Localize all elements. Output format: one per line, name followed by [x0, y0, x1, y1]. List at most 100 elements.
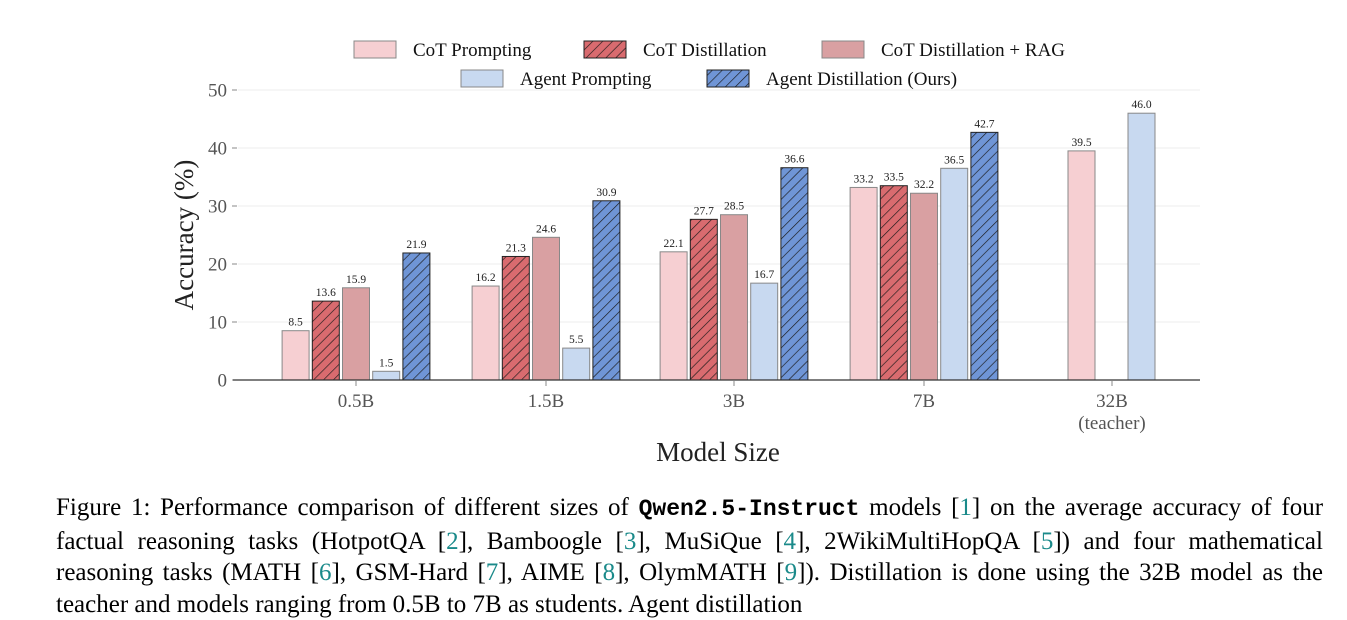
- data-label: 8.5: [288, 317, 303, 329]
- x-tick-label: 3B: [723, 391, 745, 412]
- data-label: 27.7: [694, 205, 714, 217]
- y-tick-label: 50: [208, 81, 227, 102]
- citation-link[interactable]: 1: [959, 494, 972, 521]
- bar-cot-distillation-rag: [910, 192, 938, 381]
- data-label: 13.6: [316, 287, 336, 299]
- citation-link[interactable]: 5: [1040, 527, 1054, 555]
- legend-item: Agent Distillation (Ours): [706, 69, 957, 90]
- data-label: 15.9: [346, 274, 366, 286]
- data-label: 24.6: [536, 223, 556, 235]
- bar-agent-prompting: [372, 370, 401, 381]
- caption-text: ], AIME [: [498, 559, 603, 586]
- x-axis-title: Model Size: [656, 437, 780, 467]
- legend-label: Agent Distillation (Ours): [766, 69, 957, 90]
- x-axis: 0.5B 1.5B 3B 7B 32B(teacher): [233, 379, 1200, 434]
- caption-text: ]). Distillation is done using the 32B m…: [56, 559, 1323, 618]
- data-label: 5.5: [569, 334, 584, 346]
- data-label: 33.5: [884, 172, 904, 184]
- bar-cot-prompting: [1067, 150, 1096, 381]
- legend: CoT Prompting CoT Distillation CoT Distill…: [353, 40, 1065, 90]
- bar-hatch: [880, 185, 908, 380]
- bar-cot-distillation-rag: [532, 236, 560, 381]
- legend-item: CoT Prompting: [353, 40, 532, 61]
- y-axis-title: Accuracy (%): [169, 160, 199, 311]
- bar-cot-distillation-rag: [720, 214, 748, 381]
- data-label: 21.3: [506, 242, 526, 254]
- caption-text: models [: [859, 494, 960, 521]
- legend-item: CoT Distillation: [583, 40, 767, 61]
- data-label: 22.1: [664, 238, 684, 250]
- x-tick-label: 7B: [913, 391, 935, 412]
- legend-item: CoT Distillation + RAG: [821, 40, 1065, 61]
- y-tick-label: 40: [208, 139, 227, 160]
- caption-text: ] on the average accuracy of four factua…: [56, 494, 1324, 555]
- y-tick-label: 10: [208, 313, 227, 334]
- legend-swatch: [353, 40, 397, 59]
- x-tick-label: 0.5B: [338, 391, 374, 412]
- data-label: 16.7: [754, 269, 774, 281]
- data-label: 46.0: [1131, 99, 1151, 111]
- bar-cot-distillation-rag: [342, 287, 370, 381]
- citation-link[interactable]: 2: [446, 527, 459, 555]
- bar-hatch: [402, 252, 430, 380]
- bar-hatch: [780, 167, 808, 380]
- legend-swatch: [460, 69, 504, 88]
- y-axis: 0 10 20 30 40 50: [208, 81, 237, 392]
- legend-label: CoT Distillation: [643, 40, 767, 61]
- bar-hatch: [502, 256, 530, 380]
- bar-cot-prompting: [281, 330, 310, 381]
- data-label: 36.6: [784, 154, 804, 166]
- citation-link[interactable]: 6: [319, 559, 332, 586]
- bar-hatch: [592, 200, 620, 380]
- legend-item: Agent Prompting: [460, 69, 652, 90]
- legend-swatch-hatch: [707, 70, 749, 87]
- data-label: 32.2: [914, 179, 934, 191]
- caption-text: ], 2WikiMultiHopQA [: [796, 527, 1041, 555]
- bar-hatch: [690, 219, 718, 380]
- bar-cot-prompting: [471, 285, 500, 381]
- data-label: 36.5: [944, 154, 964, 166]
- y-tick-label: 0: [218, 371, 228, 392]
- legend-label: Agent Prompting: [520, 69, 652, 90]
- citation-link[interactable]: 3: [623, 527, 637, 555]
- caption-model-name: Qwen2.5-Instruct: [638, 496, 860, 522]
- data-label: 16.2: [476, 272, 496, 284]
- bar-cot-prompting: [849, 186, 878, 381]
- bar-hatch: [970, 132, 998, 380]
- x-tick-label: 32B: [1096, 391, 1128, 412]
- legend-swatch-hatch: [584, 41, 626, 58]
- bar-chart: 0 10 20 30 40 50 8.5 16.2 22.1 33.2 39.5 13.6 21.3 2…: [169, 40, 1200, 467]
- data-label: 21.9: [406, 239, 426, 251]
- bar-hatch: [312, 301, 340, 380]
- legend-swatch: [821, 40, 865, 59]
- y-tick-label: 20: [208, 255, 227, 276]
- caption-text: ], MuSiQue [: [636, 527, 784, 555]
- caption-text: Figure 1: Performance comparison of diff…: [56, 494, 639, 521]
- citation-link[interactable]: 4: [783, 527, 797, 555]
- bar-agent-prompting: [750, 282, 779, 381]
- bars: [281, 112, 1156, 381]
- x-tick-sublabel: (teacher): [1078, 413, 1146, 434]
- legend-label: CoT Distillation + RAG: [881, 40, 1065, 61]
- caption-text: ], Bamboogle [: [458, 527, 624, 555]
- bar-cot-prompting: [659, 251, 688, 381]
- caption-text: ], GSM-Hard [: [331, 559, 486, 586]
- citation-link[interactable]: 8: [602, 559, 616, 586]
- y-tick-label: 30: [208, 197, 227, 218]
- bar-agent-prompting: [1127, 112, 1156, 381]
- data-label: 33.2: [854, 173, 874, 185]
- bar-agent-prompting: [562, 347, 591, 381]
- caption-text: ]) and four mathematical reasoning tasks…: [56, 527, 1323, 587]
- value-labels: 8.5 16.2 22.1 33.2 39.5 13.6 21.3 27.7 33.5 15.9 2…: [288, 99, 1151, 369]
- data-label: 28.5: [724, 201, 744, 213]
- bar-agent-prompting: [940, 167, 969, 381]
- data-label: 30.9: [596, 187, 616, 199]
- caption-text: ], OlymMATH [: [615, 559, 785, 586]
- citation-link[interactable]: 9: [784, 559, 798, 586]
- x-tick-label: 1.5B: [528, 391, 564, 412]
- figure-caption: Figure 1: Performance comparison of diff…: [56, 492, 1323, 620]
- legend-label: CoT Prompting: [413, 40, 532, 61]
- grid-lines: [238, 89, 1200, 323]
- citation-link[interactable]: 7: [485, 559, 499, 586]
- data-label: 1.5: [379, 357, 394, 369]
